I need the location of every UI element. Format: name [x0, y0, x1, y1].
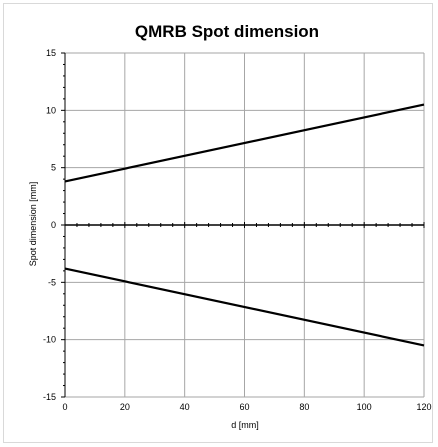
axes [61, 52, 425, 398]
y-tick-label: 10 [46, 105, 56, 115]
x-axis-label: d [mm] [231, 420, 259, 430]
y-tick-label: 0 [51, 220, 56, 230]
chart-title: QMRB Spot dimension [135, 22, 319, 41]
chart-frame [3, 3, 433, 443]
x-tick-label: 20 [120, 402, 130, 412]
y-tick-label: 5 [51, 163, 56, 173]
series-line-2 [64, 267, 425, 347]
y-axis-label: Spot dimension [mm] [28, 182, 38, 267]
y-tick-label: -15 [43, 392, 56, 402]
x-tick-label: 60 [239, 402, 249, 412]
x-tick-label: 0 [62, 402, 67, 412]
x-tick-label: 40 [180, 402, 190, 412]
x-tick-label: 120 [416, 402, 431, 412]
series [64, 103, 425, 347]
y-tick-label: -5 [48, 277, 56, 287]
tick-labels: 0 20 40 60 80 100 120 15 10 5 0 -5 -10 -15 [43, 48, 432, 412]
y-tick-label: 15 [46, 48, 56, 58]
y-tick-label: -10 [43, 335, 56, 345]
series-line-1 [64, 103, 425, 183]
x-tick-label: 80 [299, 402, 309, 412]
x-tick-label: 100 [357, 402, 372, 412]
